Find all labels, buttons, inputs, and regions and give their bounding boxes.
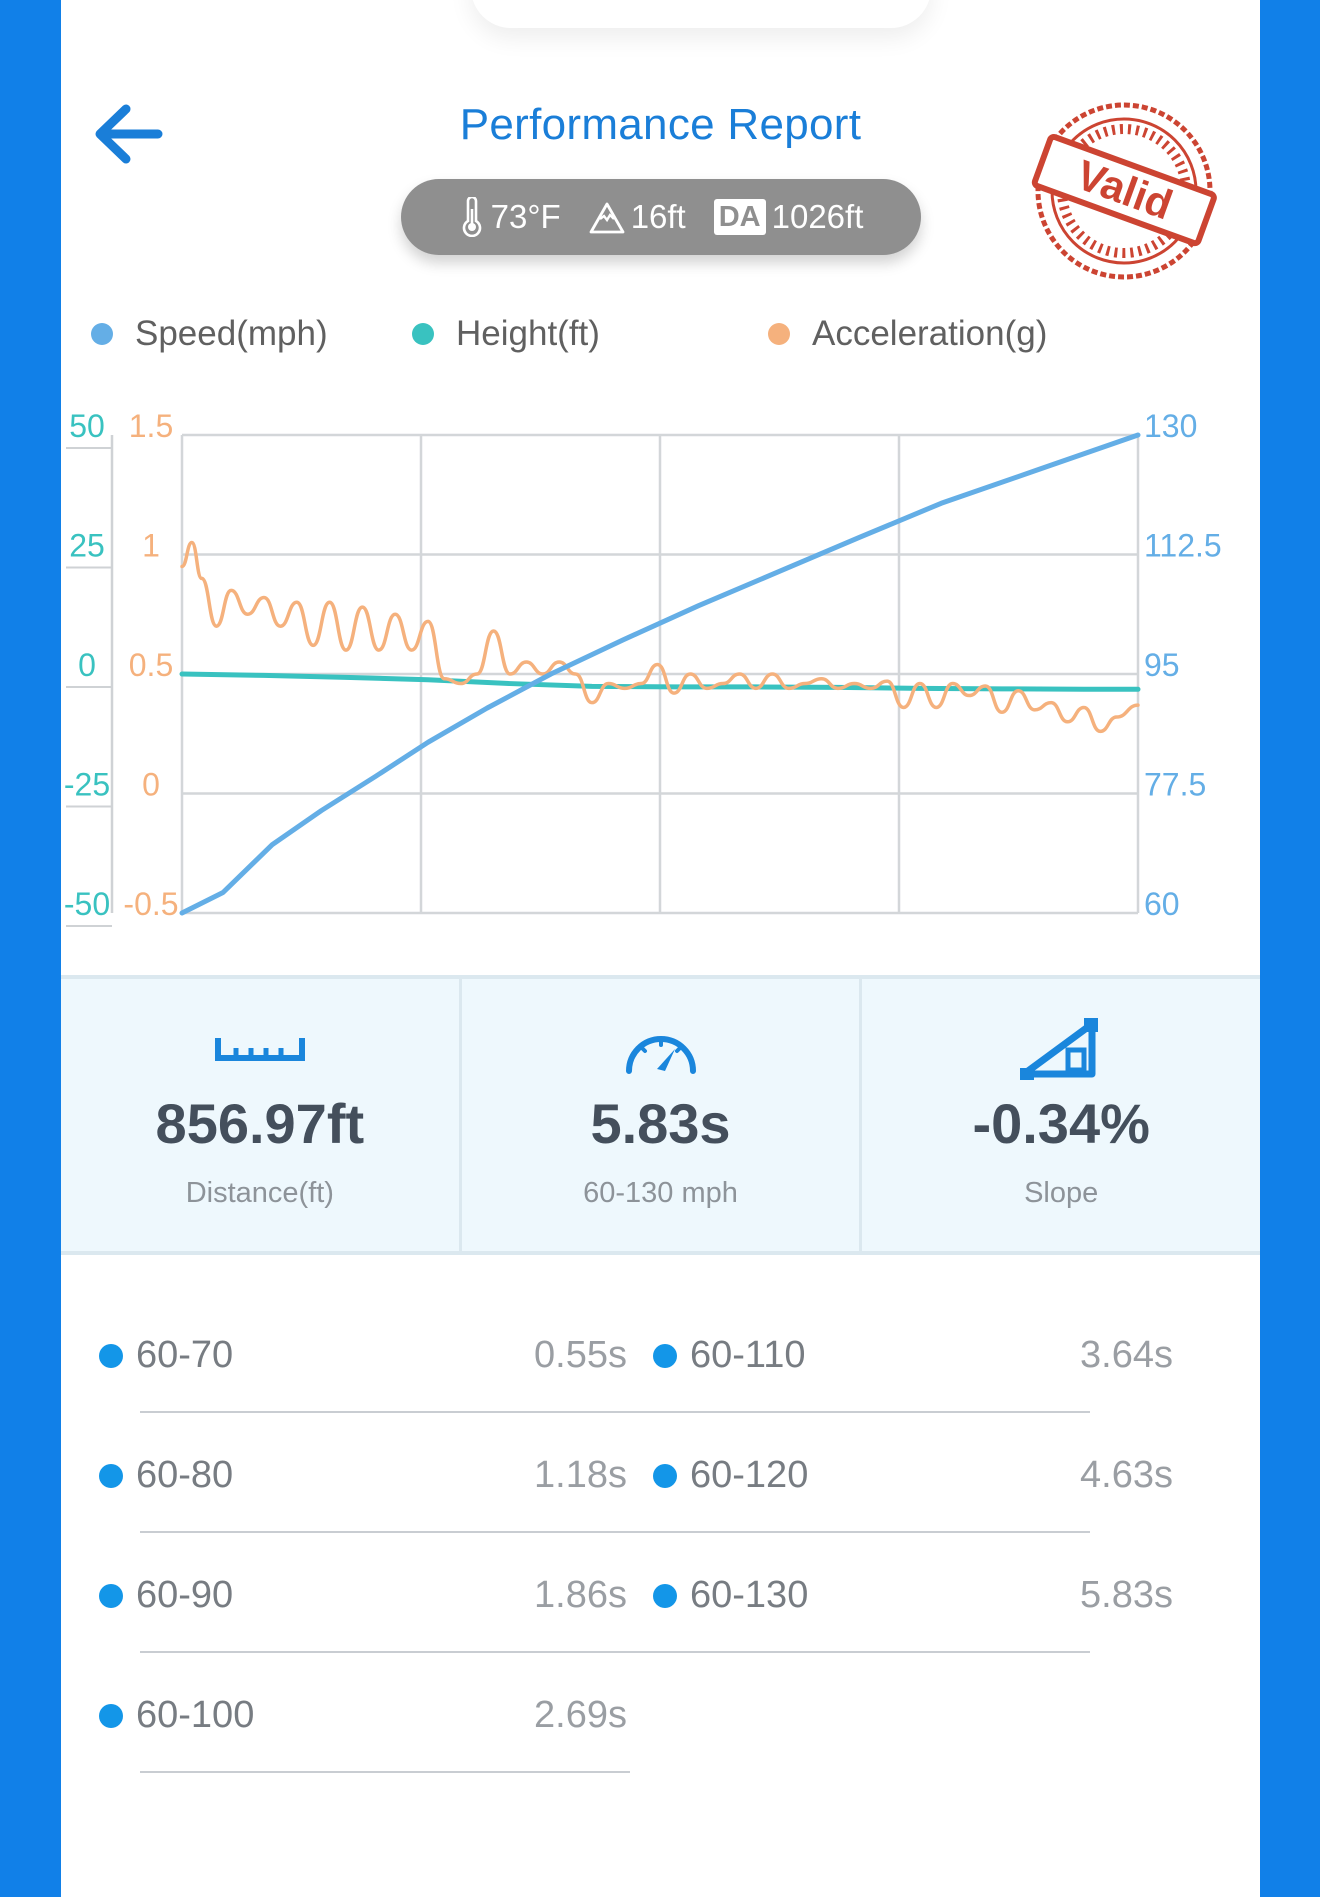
speed-tick-label: 77.5 xyxy=(1144,767,1206,803)
stat-slope: -0.34% Slope xyxy=(862,979,1260,1251)
temperature-item: 73°F xyxy=(459,197,561,237)
slope-value: -0.34% xyxy=(972,1092,1150,1155)
split-label: 60-110 xyxy=(690,1334,806,1376)
speedometer-icon xyxy=(625,1036,696,1074)
split-time: 4.63s xyxy=(1080,1454,1173,1496)
bullet-icon xyxy=(653,1464,677,1488)
arrow-left-icon xyxy=(95,104,163,164)
chart-grid xyxy=(180,433,1140,915)
height-tick-label: -25 xyxy=(64,767,110,803)
split-label: 60-100 xyxy=(136,1694,255,1736)
density-altitude-item: DA 1026ft xyxy=(713,198,864,236)
speed-tick-label: 130 xyxy=(1144,408,1197,444)
speed-tick-label: 95 xyxy=(1144,647,1180,683)
time-label: 60-130 mph xyxy=(583,1177,738,1209)
bullet-icon xyxy=(653,1344,677,1368)
distance-label: Distance(ft) xyxy=(185,1177,334,1209)
legend-dot xyxy=(412,323,434,345)
split-row[interactable]: 60-80 1.18s xyxy=(99,1420,627,1540)
divider xyxy=(140,1411,1090,1413)
stat-distance: 856.97ft Distance(ft) xyxy=(61,979,462,1251)
split-label: 60-70 xyxy=(136,1334,234,1376)
split-time: 5.83s xyxy=(1080,1574,1173,1616)
accel-tick-label: 1 xyxy=(142,528,160,564)
accel-tick-label: -0.5 xyxy=(123,886,178,922)
legend-label: Height(ft) xyxy=(456,314,600,353)
split-row[interactable]: 60-120 4.63s xyxy=(653,1420,1173,1540)
split-label: 60-120 xyxy=(690,1454,809,1496)
legend-item-speed[interactable]: Speed(mph) xyxy=(91,314,328,354)
speed-line xyxy=(179,432,1141,916)
bullet-icon xyxy=(99,1464,123,1488)
valid-stamp: Valid xyxy=(1031,102,1217,280)
height-line xyxy=(179,671,1141,692)
legend-label: Acceleration(g) xyxy=(812,314,1048,353)
performance-chart: 50 25 0 -25 -50 1.5 1 0.5 0 -0.5 130 112.5 95 77.5 60 xyxy=(64,408,1222,927)
stat-time: 5.83s 60-130 mph xyxy=(462,979,863,1251)
distance-value: 856.97ft xyxy=(155,1092,365,1155)
legend-item-height[interactable]: Height(ft) xyxy=(412,314,600,354)
back-button[interactable] xyxy=(83,94,173,174)
divider xyxy=(140,1531,1090,1533)
mountain-icon xyxy=(589,199,625,235)
legend-dot xyxy=(768,323,790,345)
bullet-icon xyxy=(99,1584,123,1608)
elevation-item: 16ft xyxy=(589,198,686,236)
height-tick-label: -50 xyxy=(64,886,110,922)
split-row[interactable]: 60-130 5.83s xyxy=(653,1540,1173,1660)
slope-label: Slope xyxy=(1024,1177,1099,1209)
split-row[interactable]: 60-100 2.69s xyxy=(99,1660,627,1780)
bullet-icon xyxy=(653,1584,677,1608)
split-time: 1.86s xyxy=(534,1574,627,1616)
time-value: 5.83s xyxy=(590,1092,731,1155)
slope-icon xyxy=(1020,1018,1099,1080)
chart-series xyxy=(179,432,1141,916)
split-row[interactable]: 60-90 1.86s xyxy=(99,1540,627,1660)
speed-tick-label: 60 xyxy=(1144,886,1180,922)
chart-legend: Speed(mph) Height(ft) Acceleration(g) xyxy=(91,314,1260,364)
accel-tick-label: 1.5 xyxy=(129,408,173,444)
density-altitude-value: 1026ft xyxy=(771,198,864,235)
legend-item-acceleration[interactable]: Acceleration(g) xyxy=(768,314,1047,354)
divider xyxy=(140,1771,630,1773)
speed-tick-label: 112.5 xyxy=(1144,528,1222,564)
page-title: Performance Report xyxy=(459,100,862,149)
split-row[interactable]: 60-110 3.64s xyxy=(653,1300,1173,1420)
elevation-value: 16ft xyxy=(630,198,686,235)
ruler-icon xyxy=(214,1038,305,1061)
height-tick-label: 25 xyxy=(69,528,105,564)
accel-tick-label: 0.5 xyxy=(129,647,173,683)
height-tick-label: 0 xyxy=(78,647,96,683)
report-panel: Performance Report 73°F 16ft DA xyxy=(61,0,1260,1897)
split-label: 60-130 xyxy=(690,1574,809,1616)
chart-axes: 50 25 0 -25 -50 1.5 1 0.5 0 -0.5 130 112.5 95 77.5 60 xyxy=(64,408,1222,927)
divider xyxy=(140,1651,1090,1653)
conditions-pill: 73°F 16ft DA 1026ft xyxy=(401,179,921,255)
density-altitude-badge: DA xyxy=(713,199,766,235)
legend-label: Speed(mph) xyxy=(135,314,328,353)
acceleration-line xyxy=(180,540,1140,734)
split-time: 3.64s xyxy=(1080,1334,1173,1376)
split-row[interactable]: 60-70 0.55s xyxy=(99,1300,627,1420)
split-time: 2.69s xyxy=(534,1694,627,1736)
split-label: 60-80 xyxy=(136,1454,234,1496)
split-time: 0.55s xyxy=(534,1334,627,1376)
height-tick-label: 50 xyxy=(69,408,105,444)
sheet-handle xyxy=(471,0,931,28)
summary-stats: 856.97ft Distance(ft) 5.83s 60-130 mph xyxy=(61,975,1260,1255)
split-times: 60-70 0.55s 60-80 1.18s 60-90 1.86s 60-1… xyxy=(61,1300,1260,1820)
bullet-icon xyxy=(99,1344,123,1368)
thermometer-icon xyxy=(459,197,485,237)
temperature-value: 73°F xyxy=(490,198,561,235)
legend-dot xyxy=(91,323,113,345)
bullet-icon xyxy=(99,1704,123,1728)
split-time: 1.18s xyxy=(534,1454,627,1496)
accel-tick-label: 0 xyxy=(142,767,160,803)
split-label: 60-90 xyxy=(136,1574,234,1616)
